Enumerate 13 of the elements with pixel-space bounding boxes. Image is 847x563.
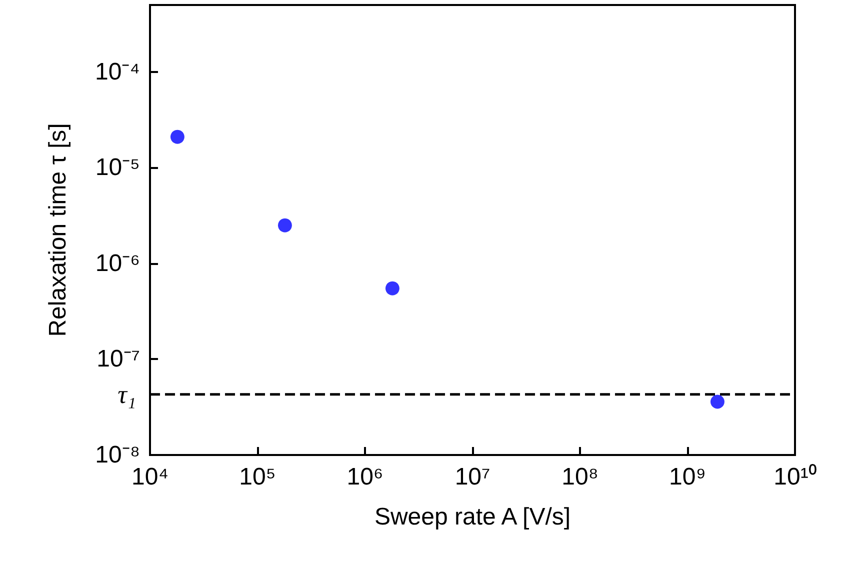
x-tick-label: 10¹⁰ — [774, 464, 816, 490]
x-tick-label: 10⁸ — [562, 464, 598, 490]
x-tick-label: 10⁷ — [454, 464, 490, 490]
ref-line-label: τ₁ — [118, 380, 136, 409]
x-tick-label: 10⁹ — [669, 464, 706, 490]
y-tick-label: 10⁻⁶ — [95, 250, 140, 277]
y-axis-title: Relaxation time τ [s] — [44, 123, 72, 337]
y-tick-label: 10⁻⁷ — [96, 346, 140, 373]
y-tick-label: 10⁻⁴ — [94, 58, 140, 86]
x-tick-label: 10⁶ — [346, 464, 384, 490]
x-tick-label: 10⁵ — [239, 464, 276, 490]
x-axis-title: Sweep rate A [V/s] — [374, 504, 571, 530]
y-tick-label: 10⁻⁵ — [95, 154, 140, 182]
